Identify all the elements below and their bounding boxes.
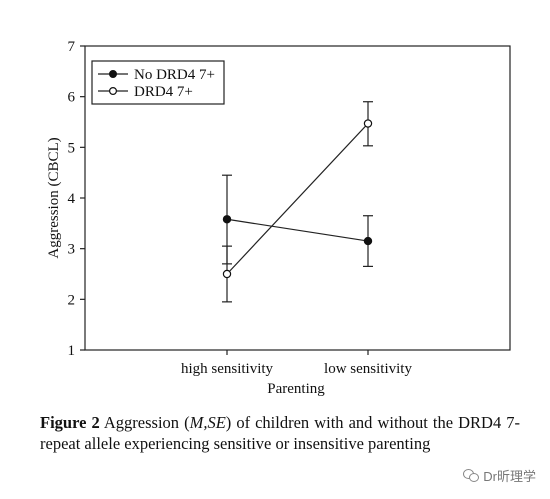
y-tick-label: 5 <box>68 140 76 156</box>
legend-marker <box>108 69 117 78</box>
caption-label: Figure 2 <box>40 413 100 432</box>
x-axis-label: Parenting <box>267 381 325 397</box>
wechat-icon <box>463 469 480 482</box>
legend-marker <box>108 86 117 95</box>
y-tick-label: 1 <box>68 343 76 359</box>
legend: No DRD4 7+DRD4 7+ <box>91 60 225 105</box>
y-tick-label: 4 <box>68 191 76 207</box>
figure-caption: Figure 2 Aggression (M,SE) of children w… <box>40 412 520 454</box>
series-1 <box>222 174 373 267</box>
series-2 <box>222 101 373 303</box>
data-point <box>222 215 232 224</box>
series-line <box>226 218 369 242</box>
legend-entry: No DRD4 7+ <box>98 67 215 83</box>
data-point <box>363 119 373 128</box>
y-tick-label: 3 <box>68 242 76 258</box>
y-axis-label: Aggression (CBCL) <box>46 137 62 258</box>
watermark-text: Dr昕理学 <box>483 469 536 484</box>
y-tick-label: 2 <box>68 292 76 308</box>
caption-text-after: ) of children with and without the DRD4 … <box>40 413 520 453</box>
series-line <box>226 123 369 275</box>
x-axis-ticks: high sensitivity low sensitivity <box>181 350 412 377</box>
watermark: Dr昕理学 <box>463 466 536 485</box>
x-tick-label: low sensitivity <box>324 361 412 377</box>
y-axis-ticks: 1 2 3 4 5 6 7 <box>68 39 85 359</box>
caption-text-before: Aggression ( <box>99 413 190 432</box>
legend-box <box>91 60 225 105</box>
legend-entry: DRD4 7+ <box>98 84 193 100</box>
series-layer <box>222 101 373 303</box>
data-point <box>222 269 232 279</box>
y-tick-label: 7 <box>68 39 76 55</box>
y-tick-label: 6 <box>68 90 76 106</box>
x-tick-label: high sensitivity <box>181 361 274 377</box>
legend-label: No DRD4 7+ <box>134 67 215 83</box>
legend-label: DRD4 7+ <box>134 84 193 100</box>
data-point <box>363 236 373 246</box>
caption-stat: M,SE <box>189 413 226 432</box>
